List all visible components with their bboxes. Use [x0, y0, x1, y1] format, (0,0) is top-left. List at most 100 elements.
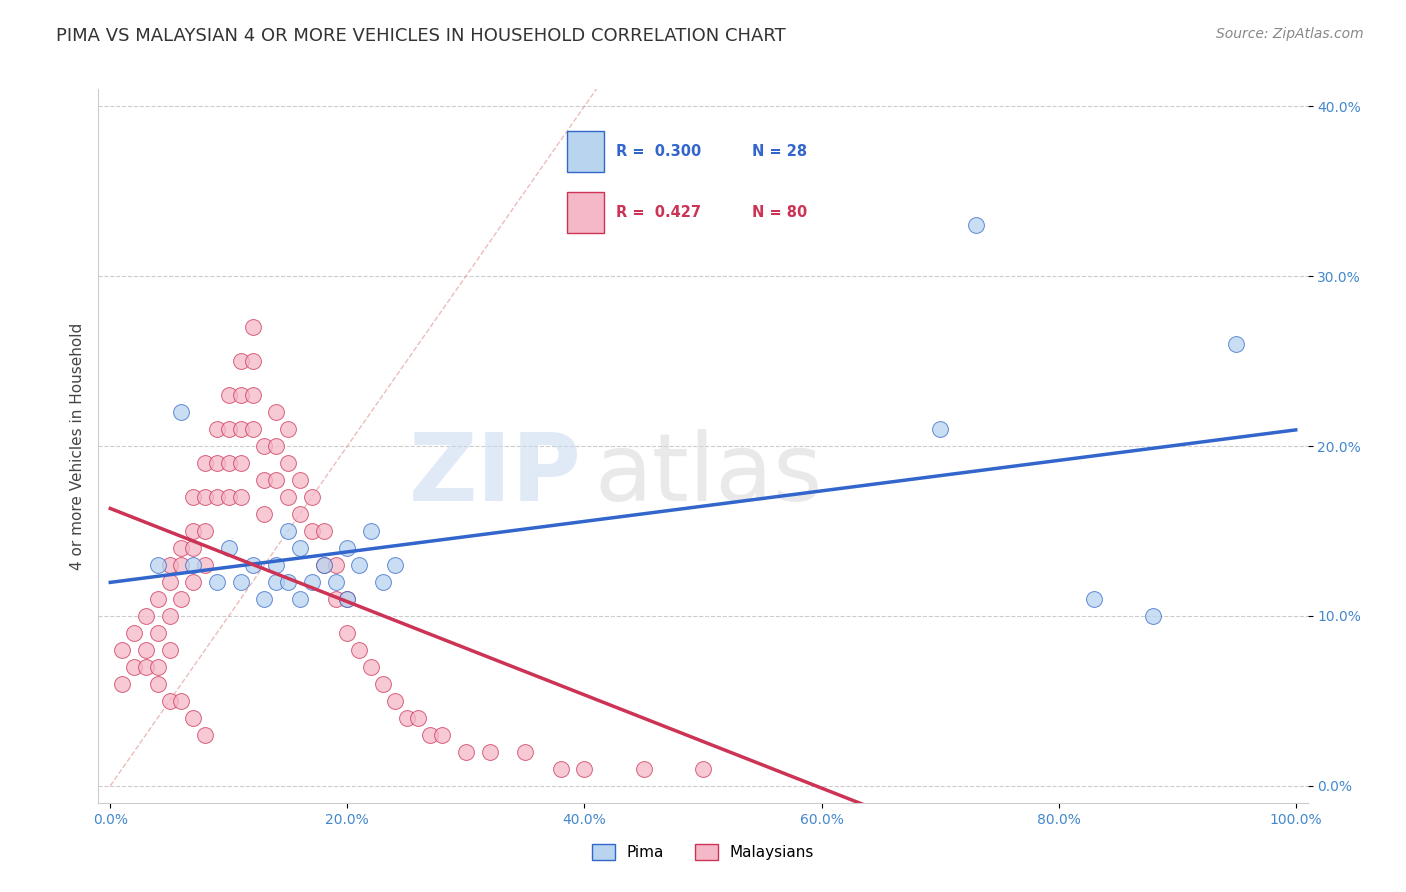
Point — [229, 574, 252, 589]
Point — [347, 643, 370, 657]
Point — [384, 694, 406, 708]
Point — [454, 745, 477, 759]
Point — [515, 745, 537, 759]
Point — [360, 660, 382, 674]
Point — [325, 591, 347, 606]
Point — [146, 591, 169, 606]
Point — [325, 558, 347, 572]
Point — [336, 591, 359, 606]
Point — [181, 541, 204, 555]
Point — [170, 541, 193, 555]
Point — [194, 728, 217, 742]
Point — [371, 574, 394, 589]
Point — [170, 405, 193, 419]
Text: Source: ZipAtlas.com: Source: ZipAtlas.com — [1216, 27, 1364, 41]
Point — [122, 660, 145, 674]
Point — [146, 677, 169, 691]
Point — [325, 574, 347, 589]
Point — [170, 694, 193, 708]
Point — [929, 422, 952, 436]
Point — [288, 591, 311, 606]
Point — [347, 558, 370, 572]
Point — [633, 762, 655, 776]
Point — [288, 473, 311, 487]
Point — [264, 574, 287, 589]
Point — [135, 643, 157, 657]
Point — [360, 524, 382, 538]
Point — [277, 456, 299, 470]
Point — [242, 354, 264, 368]
Point — [277, 490, 299, 504]
Point — [205, 422, 228, 436]
Point — [574, 762, 596, 776]
Point — [229, 354, 252, 368]
Point — [229, 456, 252, 470]
Point — [277, 574, 299, 589]
Point — [253, 473, 276, 487]
Point — [111, 677, 134, 691]
Point — [218, 456, 240, 470]
Point — [194, 524, 217, 538]
Point — [111, 643, 134, 657]
Point — [218, 388, 240, 402]
Point — [135, 660, 157, 674]
Point — [159, 574, 181, 589]
Point — [432, 728, 454, 742]
Point — [229, 422, 252, 436]
Point — [384, 558, 406, 572]
Point — [692, 762, 714, 776]
Point — [277, 422, 299, 436]
Point — [550, 762, 572, 776]
Point — [301, 490, 323, 504]
Y-axis label: 4 or more Vehicles in Household: 4 or more Vehicles in Household — [69, 322, 84, 570]
Point — [170, 591, 193, 606]
Point — [146, 626, 169, 640]
Point — [1142, 608, 1164, 623]
Text: atlas: atlas — [595, 428, 823, 521]
Point — [159, 608, 181, 623]
Point — [135, 608, 157, 623]
Point — [194, 456, 217, 470]
Point — [478, 745, 501, 759]
Point — [288, 507, 311, 521]
Legend: Pima, Malaysians: Pima, Malaysians — [585, 838, 821, 866]
Point — [218, 541, 240, 555]
Point — [146, 660, 169, 674]
Point — [242, 388, 264, 402]
Point — [122, 626, 145, 640]
Point — [159, 694, 181, 708]
Point — [181, 490, 204, 504]
Point — [288, 541, 311, 555]
Point — [1225, 337, 1247, 351]
Point — [205, 456, 228, 470]
Text: ZIP: ZIP — [409, 428, 582, 521]
Point — [218, 490, 240, 504]
Point — [181, 574, 204, 589]
Point — [218, 422, 240, 436]
Point — [312, 558, 335, 572]
Point — [229, 388, 252, 402]
Point — [336, 541, 359, 555]
Point — [965, 218, 987, 232]
Point — [194, 490, 217, 504]
Point — [146, 558, 169, 572]
Point — [242, 558, 264, 572]
Point — [159, 558, 181, 572]
Point — [371, 677, 394, 691]
Point — [264, 405, 287, 419]
Point — [336, 591, 359, 606]
Point — [170, 558, 193, 572]
Point — [408, 711, 430, 725]
Point — [264, 473, 287, 487]
Point — [205, 574, 228, 589]
Point — [264, 439, 287, 453]
Point — [181, 558, 204, 572]
Point — [301, 574, 323, 589]
Point — [312, 558, 335, 572]
Point — [419, 728, 441, 742]
Point — [395, 711, 418, 725]
Point — [264, 558, 287, 572]
Point — [229, 490, 252, 504]
Point — [159, 643, 181, 657]
Point — [253, 439, 276, 453]
